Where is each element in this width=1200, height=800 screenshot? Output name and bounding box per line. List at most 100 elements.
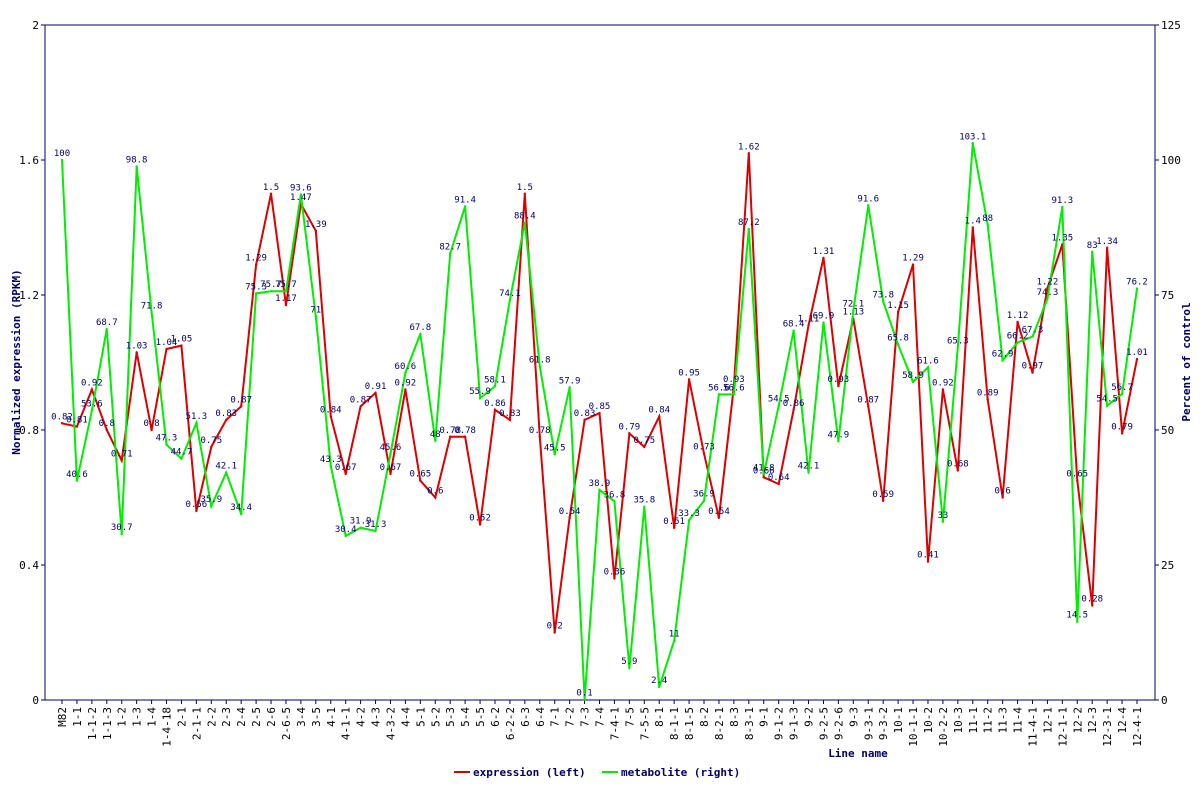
data-point — [777, 482, 780, 486]
data-point — [284, 290, 288, 293]
data-label: 68.4 — [783, 320, 805, 330]
y-left-tick-label: 2 — [32, 19, 39, 32]
y-left-tick-label: 0 — [32, 694, 39, 707]
y-right-tick-label: 100 — [1161, 154, 1181, 167]
data-label: 91.6 — [857, 194, 879, 204]
data-label: 0.56 — [186, 500, 208, 510]
legend-label-metabolite: metabolite (right) — [621, 766, 740, 779]
x-tick-label: 8-2-1 — [713, 707, 726, 740]
data-label: 66.2 — [1007, 332, 1029, 342]
data-point — [120, 459, 123, 462]
data-point — [1135, 287, 1139, 290]
data-point — [389, 472, 392, 476]
data-label: 0.41 — [917, 551, 939, 561]
data-point — [1031, 335, 1034, 338]
data-label: 0.92 — [81, 379, 103, 389]
data-label: 0.6 — [994, 487, 1010, 497]
data-label: 74.3 — [1037, 288, 1059, 298]
x-tick-label: 4-3 — [370, 707, 383, 727]
x-tick-label: 5-4 — [459, 707, 472, 727]
data-point — [359, 526, 362, 529]
data-label: 33 — [937, 511, 948, 521]
data-label: 1.5 — [517, 183, 533, 193]
x-tick-label: 6-2-2 — [504, 707, 517, 740]
x-tick-label: 10-2 — [922, 707, 935, 734]
data-point — [777, 404, 780, 407]
data-point — [1031, 371, 1034, 374]
data-label: 1.17 — [275, 294, 297, 304]
data-label: 0.87 — [230, 395, 252, 405]
x-tick-label: 12-4 — [1116, 707, 1129, 734]
data-point — [732, 393, 736, 396]
x-tick-label: 8-1-5 — [683, 707, 696, 740]
data-label: 30.7 — [111, 523, 133, 533]
x-tick-label: 6-4 — [534, 707, 547, 727]
data-point — [1105, 246, 1109, 249]
x-axis-title: Line name — [828, 747, 888, 760]
data-label: 34.4 — [230, 503, 252, 513]
x-tick-label: 9-1-3 — [788, 707, 801, 740]
data-point — [747, 152, 751, 155]
x-axis: M82 1-1 1-1-2 1-1-3 1-2 1-3 1-4 1-4-18 2-1 2-1-1 2… — [56, 700, 1144, 747]
x-tick-label: 8-3 — [728, 707, 741, 727]
data-label: 1.4 — [965, 217, 981, 227]
data-point — [1105, 404, 1109, 407]
data-point — [553, 453, 556, 456]
data-point — [1076, 620, 1079, 623]
x-tick-label: 9-1-2 — [773, 707, 786, 740]
data-label: 0.93 — [723, 375, 745, 385]
data-label: 0.73 — [693, 443, 715, 453]
data-label: 71.8 — [141, 301, 163, 311]
data-label: 0.92 — [932, 379, 954, 389]
data-label: 48 — [430, 430, 441, 440]
data-point — [956, 346, 960, 349]
data-label: 1.5 — [263, 183, 279, 193]
data-point — [702, 499, 706, 502]
data-point — [717, 516, 721, 519]
data-point — [434, 496, 437, 499]
x-tick-label: 5-5 — [474, 707, 487, 727]
data-point — [538, 365, 541, 368]
data-label: 47.3 — [156, 434, 178, 444]
data-point — [508, 418, 512, 422]
x-tick-label: 8-1 — [653, 707, 666, 727]
data-point — [971, 226, 974, 229]
x-tick-label: 7-2 — [564, 707, 577, 727]
data-point — [180, 457, 183, 460]
x-tick-label: 3-4 — [295, 707, 308, 727]
data-label: 0.8 — [99, 419, 115, 429]
data-label: 0.78 — [529, 426, 551, 436]
data-point — [90, 388, 94, 391]
data-label: 1.39 — [305, 220, 327, 230]
data-point — [105, 428, 108, 432]
data-point — [1061, 205, 1064, 209]
data-label: 0.52 — [469, 514, 491, 524]
y-axis-title-left: Normalized expression (RPKM) — [10, 269, 23, 454]
data-label: 45.5 — [544, 443, 566, 453]
data-point — [613, 577, 616, 580]
data-label: 75.3 — [245, 282, 267, 292]
data-label: 0.87 — [857, 395, 879, 405]
data-point — [419, 332, 422, 336]
data-label: 58.9 — [902, 371, 924, 381]
data-label: 1.11 — [798, 314, 820, 324]
data-label: 38.9 — [589, 479, 611, 489]
data-label: 1.05 — [171, 335, 193, 345]
data-label: 30.4 — [335, 525, 357, 535]
data-label: 56.7 — [1111, 383, 1133, 393]
x-tick-label: 7-3 — [579, 707, 592, 727]
data-point — [658, 415, 661, 418]
data-label: 31.9 — [350, 517, 372, 527]
data-label: 1.31 — [813, 247, 835, 257]
data-label: 0.78 — [439, 426, 461, 436]
data-point — [463, 435, 467, 438]
x-tick-label: 12-2 — [1071, 707, 1084, 734]
data-label: 42.1 — [215, 462, 237, 472]
x-tick-label: 6-2 — [489, 707, 502, 727]
data-label: 83 — [1087, 241, 1098, 251]
data-point — [165, 443, 168, 446]
data-label: 0.79 — [619, 422, 641, 432]
data-label: 42.1 — [798, 462, 820, 472]
data-point — [239, 405, 243, 408]
y-axis-right: 0 25 50 75 100 125 — [1155, 19, 1181, 707]
